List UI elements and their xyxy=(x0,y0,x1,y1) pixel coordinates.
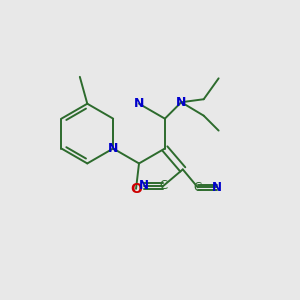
Text: O: O xyxy=(130,182,142,196)
Text: C: C xyxy=(159,179,167,192)
Text: N: N xyxy=(212,181,222,194)
Text: C: C xyxy=(194,181,202,194)
Text: N: N xyxy=(134,97,144,110)
Text: N: N xyxy=(176,96,187,109)
Text: N: N xyxy=(139,179,149,192)
Text: N: N xyxy=(108,142,118,155)
